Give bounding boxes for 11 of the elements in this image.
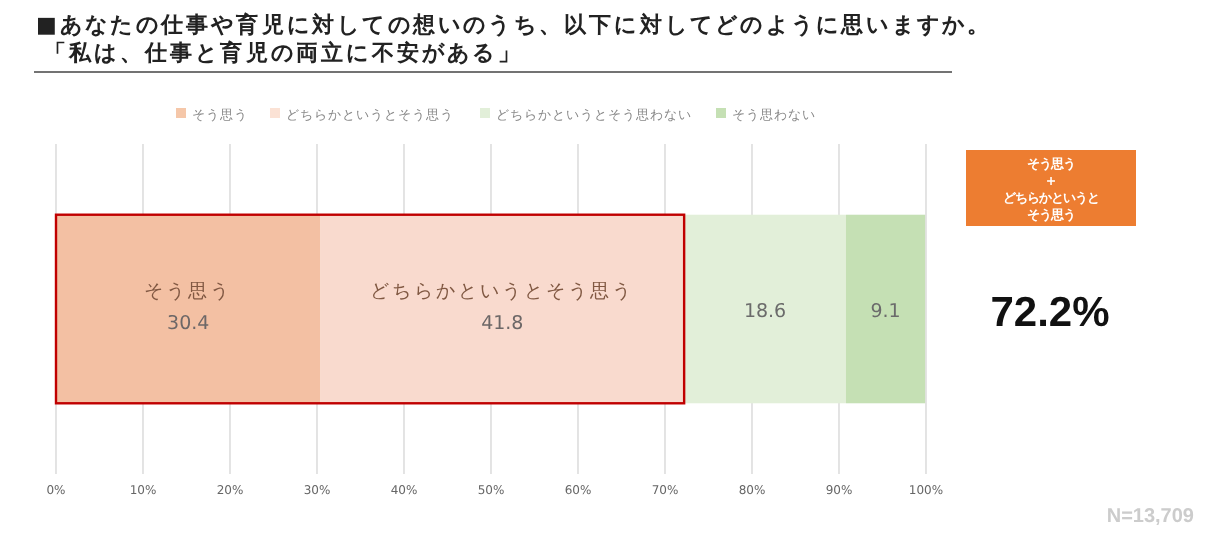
data-label: 41.8	[481, 313, 524, 335]
chart-subtitle: 「私は、仕事と育児の両立に不安がある」	[44, 40, 523, 66]
text: 72.2%	[990, 290, 1111, 336]
chart-title: ■あなたの仕事や育児に対しての想いのうち、以下に対してどのように思いますか。	[36, 12, 993, 38]
bar	[845, 214, 926, 404]
bar	[684, 214, 846, 404]
data-label: 18.6	[743, 301, 787, 323]
text: どちらかというとそう思う	[370, 281, 635, 303]
data-label: 9.1	[870, 301, 901, 323]
data-label: 30.4	[167, 313, 210, 335]
text: そう思う	[144, 281, 233, 303]
